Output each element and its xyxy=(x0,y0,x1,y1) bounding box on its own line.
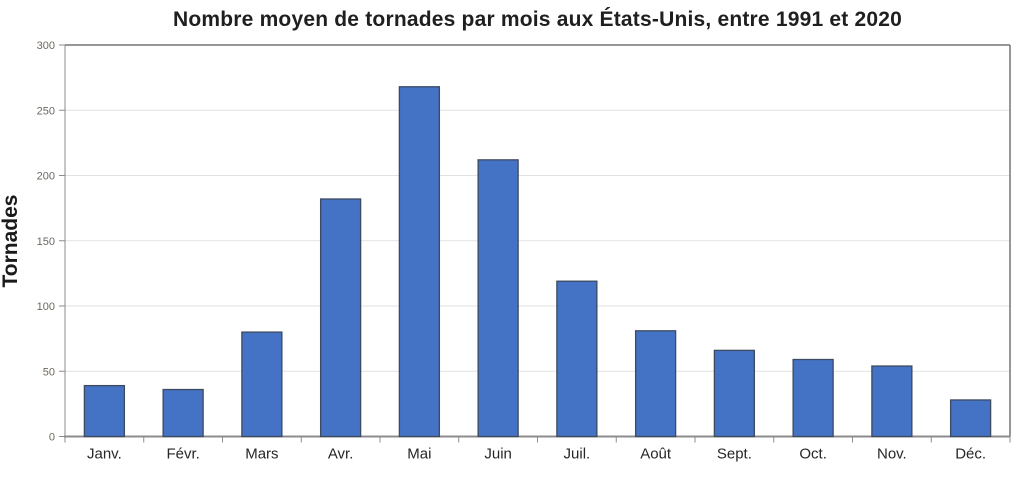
y-tick-label-300: 300 xyxy=(37,40,55,52)
y-tick-label-50: 50 xyxy=(43,366,55,378)
x-tick-label-dc: Déc. xyxy=(955,446,986,463)
x-tick-label-juin: Juin xyxy=(484,446,512,463)
y-tick-label-200: 200 xyxy=(37,171,55,183)
bar-juin xyxy=(477,159,519,438)
x-tick-label-juil: Juil. xyxy=(564,446,591,463)
x-tick-label-sept: Sept. xyxy=(717,446,752,463)
bar-juil xyxy=(556,280,598,438)
y-tick-label-250: 250 xyxy=(37,105,55,117)
x-tick-label-aot: Août xyxy=(640,446,672,463)
bar-avr xyxy=(319,198,362,438)
bar-oct xyxy=(792,358,834,438)
x-tick-label-avr: Avr. xyxy=(328,446,354,463)
bar-mai xyxy=(398,86,441,438)
x-tick-label-nov: Nov. xyxy=(877,446,907,463)
bar-dc xyxy=(949,399,992,438)
x-tick-label-fvr: Févr. xyxy=(166,446,199,463)
bar-nov xyxy=(871,365,913,438)
y-tick-label-150: 150 xyxy=(37,236,55,248)
bar-fvr xyxy=(162,388,204,438)
x-tick-label-mai: Mai xyxy=(407,446,431,463)
bar-mars xyxy=(241,331,283,438)
bar-janv xyxy=(83,384,126,438)
bar-aot xyxy=(634,330,677,438)
x-tick-label-janv: Janv. xyxy=(87,446,122,463)
bar-sept xyxy=(713,349,756,438)
x-tick-label-mars: Mars xyxy=(245,446,278,463)
x-tick-label-oct: Oct. xyxy=(799,446,827,463)
chart-title: Nombre moyen de tornades par mois aux Ét… xyxy=(172,8,903,31)
y-tick-label-0: 0 xyxy=(49,432,55,444)
y-tick-label-100: 100 xyxy=(37,301,55,313)
